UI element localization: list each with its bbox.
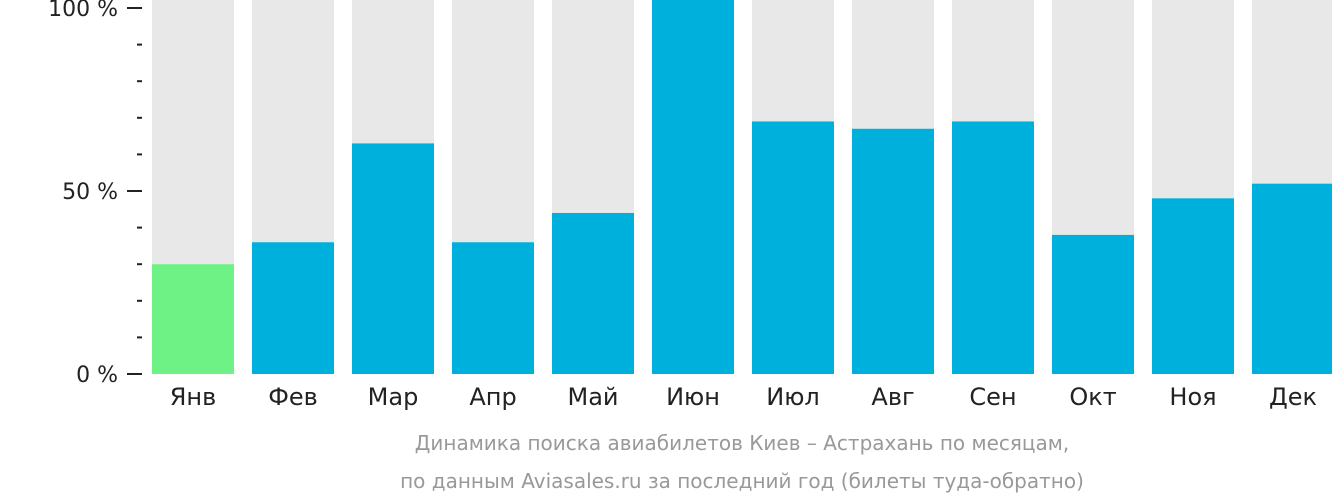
bar-5	[552, 212, 634, 374]
bar-1	[152, 264, 234, 374]
x-tick-label: Дек	[1269, 383, 1317, 411]
y-axis: 0 % 50 % 100 %	[48, 0, 142, 388]
y-tick-label: 50 %	[62, 180, 118, 205]
bars-group	[152, 0, 1332, 375]
chart-caption-line2: по данным Aviasales.ru за последний год …	[400, 469, 1084, 493]
bar-3	[352, 143, 434, 374]
x-tick-label: Ноя	[1169, 383, 1216, 411]
y-tick-label: 0 %	[76, 363, 118, 388]
x-axis-labels: Янв Фев Мар Апр Май Июн Июл Авг Сен Окт Ноя Дек	[170, 383, 1317, 411]
x-tick-label: Июл	[766, 383, 820, 411]
x-tick-label: Авг	[871, 383, 914, 411]
bar-12	[1252, 183, 1332, 374]
x-tick-label: Май	[567, 383, 618, 411]
bar-2	[252, 242, 334, 374]
x-tick-label: Июн	[666, 383, 720, 411]
x-tick-label: Сен	[969, 383, 1016, 411]
chart-caption-line1: Динамика поиска авиабилетов Киев – Астра…	[415, 431, 1069, 455]
bar-6	[652, 0, 734, 374]
y-tick-label: 100 %	[48, 0, 118, 22]
x-tick-label: Мар	[368, 383, 419, 411]
bar-11	[1152, 198, 1234, 374]
x-tick-label: Апр	[469, 383, 516, 411]
bar-9	[952, 121, 1034, 375]
bar-7	[752, 121, 834, 375]
bar-8	[852, 128, 934, 374]
bar-4	[452, 242, 534, 374]
x-tick-label: Янв	[170, 383, 217, 411]
x-tick-label: Окт	[1069, 383, 1116, 411]
x-tick-label: Фев	[268, 383, 318, 411]
bar-10	[1052, 234, 1134, 374]
